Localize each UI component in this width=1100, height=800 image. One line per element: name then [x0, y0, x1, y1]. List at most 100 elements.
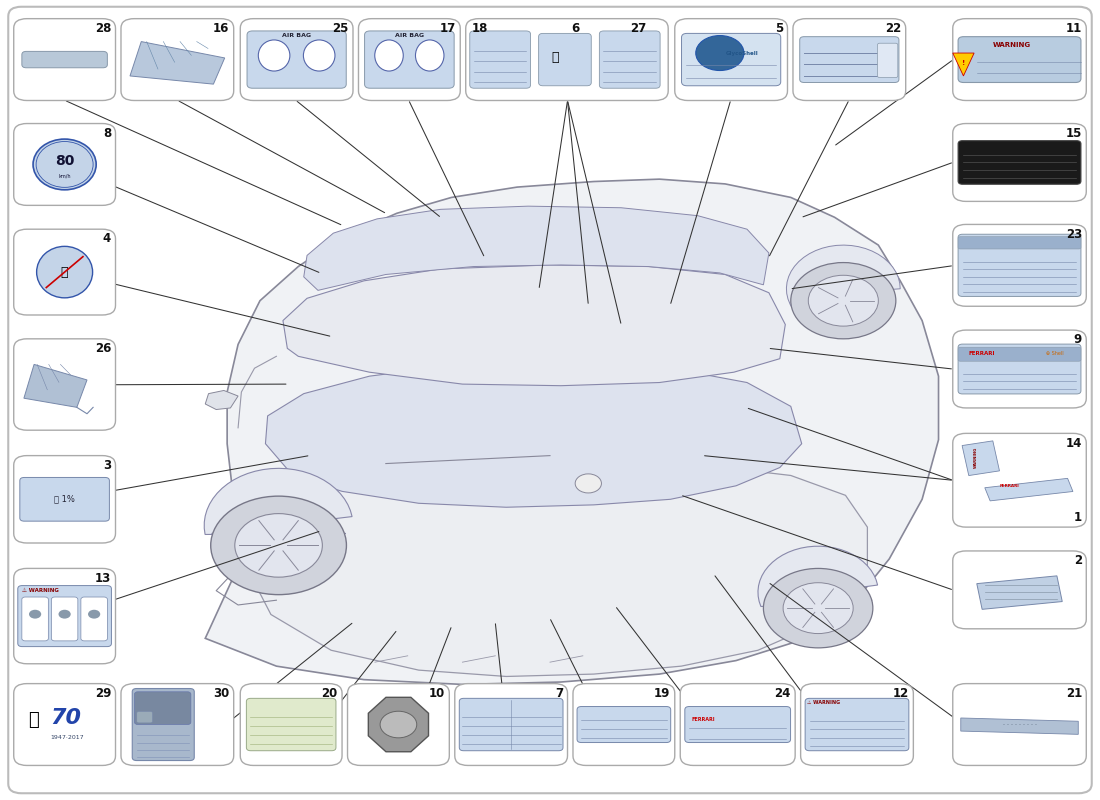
- Circle shape: [791, 262, 895, 339]
- Circle shape: [763, 569, 873, 648]
- Polygon shape: [758, 546, 878, 606]
- FancyBboxPatch shape: [953, 123, 1087, 202]
- Polygon shape: [960, 718, 1078, 734]
- Ellipse shape: [375, 40, 404, 71]
- Circle shape: [783, 582, 854, 634]
- Text: 18: 18: [471, 22, 487, 35]
- Text: 6: 6: [571, 22, 580, 35]
- Polygon shape: [205, 468, 352, 534]
- Text: 19: 19: [654, 686, 670, 700]
- Text: ⬛ 1%: ⬛ 1%: [54, 495, 75, 504]
- FancyBboxPatch shape: [136, 711, 153, 723]
- FancyBboxPatch shape: [460, 698, 563, 750]
- FancyBboxPatch shape: [359, 18, 460, 101]
- Polygon shape: [962, 441, 1000, 475]
- Text: 26: 26: [95, 342, 111, 355]
- Circle shape: [381, 711, 417, 738]
- Text: 7: 7: [556, 686, 563, 700]
- Circle shape: [88, 610, 100, 618]
- FancyBboxPatch shape: [674, 18, 788, 101]
- Text: 1: 1: [1074, 511, 1082, 524]
- FancyBboxPatch shape: [248, 31, 346, 88]
- Text: 25: 25: [332, 22, 349, 35]
- Text: ⚠ WARNING: ⚠ WARNING: [22, 587, 58, 593]
- Text: WARNING: WARNING: [975, 447, 978, 469]
- Text: 27: 27: [629, 22, 646, 35]
- Ellipse shape: [304, 40, 336, 71]
- Text: 3: 3: [103, 458, 111, 472]
- Polygon shape: [265, 362, 802, 507]
- FancyBboxPatch shape: [134, 692, 191, 725]
- FancyBboxPatch shape: [121, 18, 233, 101]
- Text: FERRARI: FERRARI: [692, 717, 715, 722]
- Text: AIR BAG: AIR BAG: [395, 34, 424, 38]
- Text: WARNING: WARNING: [993, 42, 1031, 48]
- Text: 11: 11: [1066, 22, 1082, 35]
- Polygon shape: [130, 42, 224, 84]
- Ellipse shape: [36, 246, 92, 298]
- Circle shape: [58, 610, 70, 618]
- Polygon shape: [786, 245, 900, 314]
- Text: 5: 5: [774, 22, 783, 35]
- FancyBboxPatch shape: [454, 684, 568, 766]
- FancyBboxPatch shape: [9, 6, 1091, 794]
- Circle shape: [29, 610, 41, 618]
- FancyBboxPatch shape: [573, 684, 674, 766]
- Text: !: !: [961, 60, 965, 66]
- FancyBboxPatch shape: [800, 37, 899, 82]
- FancyBboxPatch shape: [878, 43, 898, 78]
- FancyBboxPatch shape: [240, 18, 353, 101]
- FancyBboxPatch shape: [953, 551, 1087, 629]
- FancyBboxPatch shape: [13, 339, 116, 430]
- Text: 9: 9: [1074, 334, 1082, 346]
- Text: 80: 80: [55, 154, 75, 168]
- Polygon shape: [368, 698, 429, 752]
- Text: passion: passion: [486, 420, 593, 491]
- FancyBboxPatch shape: [539, 34, 592, 86]
- Text: 📷: 📷: [60, 266, 68, 278]
- Text: ⛽: ⛽: [551, 51, 559, 65]
- Text: FERRARI: FERRARI: [1000, 484, 1020, 488]
- Text: passione: passione: [300, 308, 449, 405]
- Circle shape: [808, 275, 878, 326]
- Polygon shape: [304, 206, 769, 290]
- Circle shape: [234, 514, 322, 577]
- Text: ⚠ WARNING: ⚠ WARNING: [807, 700, 840, 705]
- FancyBboxPatch shape: [953, 434, 1087, 527]
- FancyBboxPatch shape: [470, 31, 530, 88]
- Polygon shape: [283, 265, 785, 386]
- FancyBboxPatch shape: [793, 18, 905, 101]
- Ellipse shape: [33, 139, 96, 190]
- FancyBboxPatch shape: [600, 31, 660, 88]
- FancyBboxPatch shape: [958, 37, 1081, 82]
- Text: 22: 22: [886, 22, 901, 35]
- Text: 14: 14: [1066, 437, 1082, 450]
- FancyBboxPatch shape: [81, 597, 108, 641]
- Text: 20: 20: [321, 686, 338, 700]
- FancyBboxPatch shape: [18, 586, 111, 646]
- Polygon shape: [953, 53, 975, 76]
- FancyBboxPatch shape: [682, 34, 781, 86]
- Text: 4: 4: [103, 232, 111, 246]
- Polygon shape: [206, 390, 238, 410]
- Text: 24: 24: [774, 686, 791, 700]
- FancyBboxPatch shape: [953, 18, 1087, 101]
- FancyBboxPatch shape: [240, 684, 342, 766]
- Text: 17: 17: [440, 22, 455, 35]
- FancyBboxPatch shape: [22, 597, 48, 641]
- FancyBboxPatch shape: [52, 597, 78, 641]
- Polygon shape: [206, 179, 938, 685]
- Text: km/h: km/h: [58, 174, 70, 178]
- Text: FERRARI: FERRARI: [969, 351, 996, 356]
- FancyBboxPatch shape: [246, 698, 336, 750]
- FancyBboxPatch shape: [685, 706, 791, 742]
- Polygon shape: [238, 462, 868, 677]
- Text: 23: 23: [1066, 228, 1082, 241]
- FancyBboxPatch shape: [348, 684, 449, 766]
- Polygon shape: [977, 576, 1063, 610]
- FancyBboxPatch shape: [13, 229, 116, 315]
- Circle shape: [696, 35, 744, 70]
- FancyBboxPatch shape: [958, 347, 1081, 362]
- FancyBboxPatch shape: [680, 684, 795, 766]
- Text: 28: 28: [95, 22, 111, 35]
